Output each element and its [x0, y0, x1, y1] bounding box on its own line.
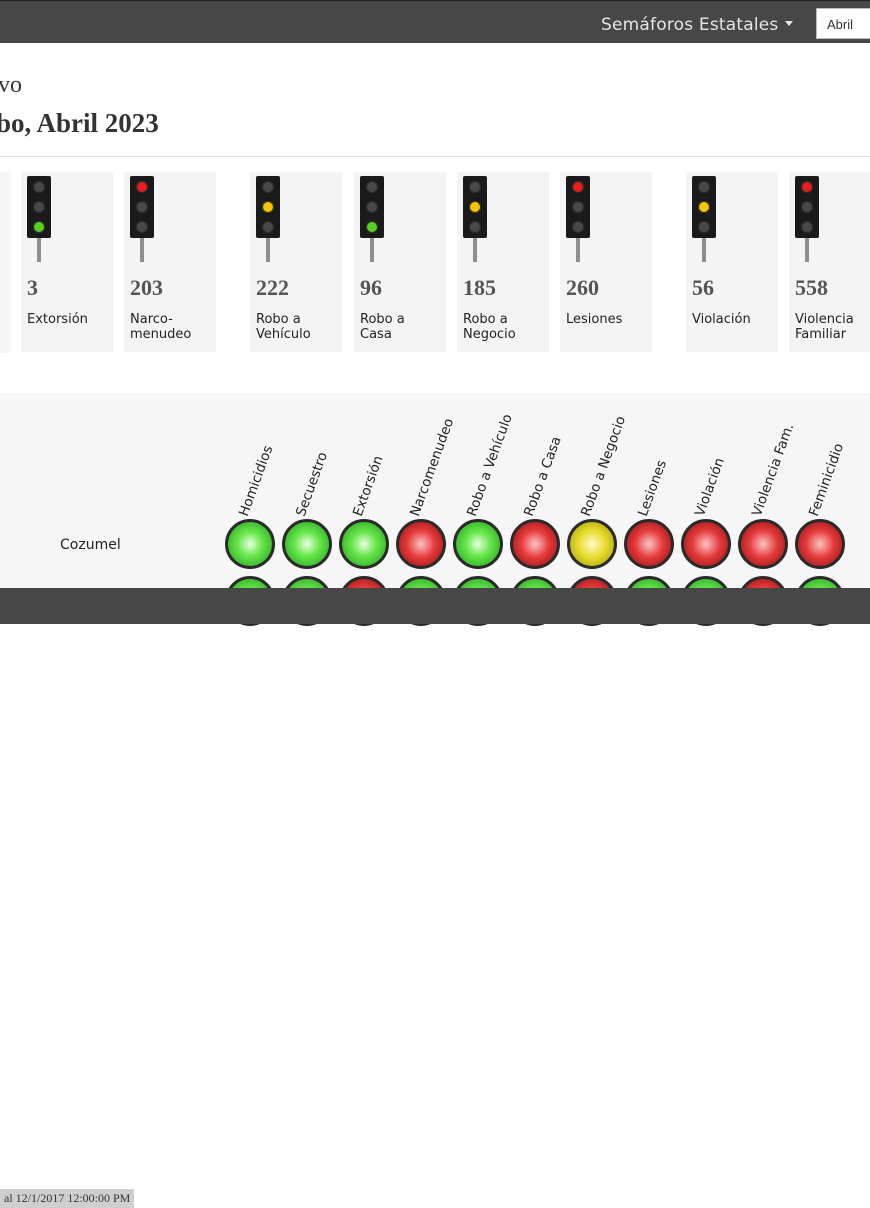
lamp [469, 201, 481, 213]
lamp [801, 221, 813, 233]
update-date-note: al 12/1/2017 12:00:00 PM [0, 1189, 135, 1208]
page-subtitle: bo, Abril 2023 [0, 108, 159, 138]
crime-count: 222 [256, 275, 289, 300]
crime-card: 3 Extorsión [21, 172, 113, 352]
crime-card: 222 Robo a Vehículo [250, 172, 342, 352]
crime-count: 96 [360, 275, 382, 300]
traffic-light-icon [566, 176, 590, 238]
lamp [33, 181, 45, 193]
status-light-red [396, 519, 446, 569]
lamp [572, 221, 584, 233]
lamp [262, 201, 274, 213]
traffic-light-pole [702, 238, 706, 262]
crime-card: 558 Violencia Familiar [789, 172, 870, 352]
traffic-light-pole [266, 238, 270, 262]
crime-label: Robo a Vehículo [256, 312, 311, 342]
footer-bar: al 12/1/2017 12:00:00 PM [0, 588, 870, 1208]
lamp [33, 221, 45, 233]
semaforos-estatales-menu[interactable]: Semáforos Estatales [601, 15, 793, 35]
traffic-light-pole [473, 238, 477, 262]
crime-label: Violencia Familiar [795, 312, 854, 342]
status-light-red [738, 519, 788, 569]
status-light-red [624, 519, 674, 569]
crime-count: 185 [463, 275, 496, 300]
status-light-red [510, 519, 560, 569]
lamp [801, 181, 813, 193]
traffic-light-icon [130, 176, 154, 238]
crime-count: 558 [795, 275, 828, 300]
traffic-light-pole [805, 238, 809, 262]
row-label: Cozumel [60, 537, 121, 553]
status-light-green [339, 519, 389, 569]
month-select[interactable]: Abril [816, 8, 870, 39]
lamp [469, 181, 481, 193]
crime-card-partial [0, 172, 11, 353]
top-navbar: Semáforos Estatales Abril [0, 0, 870, 43]
lamp [262, 181, 274, 193]
status-light-green [225, 519, 275, 569]
crime-count: 260 [566, 275, 599, 300]
traffic-light-pole [576, 238, 580, 262]
status-light-green [282, 519, 332, 569]
lamp [136, 201, 148, 213]
lamp [801, 201, 813, 213]
lamp [469, 221, 481, 233]
traffic-light-icon [360, 176, 384, 238]
crime-label: Narco- menudeo [130, 312, 192, 342]
traffic-light-icon [795, 176, 819, 238]
lamp [572, 181, 584, 193]
crime-label: Violación [692, 312, 751, 327]
crime-count: 3 [27, 275, 38, 300]
lamp [366, 221, 378, 233]
status-light-red [681, 519, 731, 569]
lamp [366, 201, 378, 213]
lamp [698, 181, 710, 193]
status-light-red [795, 519, 845, 569]
crime-card: 260 Lesiones [560, 172, 652, 352]
traffic-light-icon [692, 176, 716, 238]
crime-label: Robo a Casa [360, 312, 405, 342]
lamp [33, 201, 45, 213]
crime-card: 185 Robo a Negocio [457, 172, 549, 352]
lamp [136, 181, 148, 193]
menu-label: Semáforos Estatales [601, 15, 779, 35]
crime-card: 96 Robo a Casa [354, 172, 446, 352]
caret-down-icon [784, 20, 793, 26]
crime-count: 56 [692, 275, 714, 300]
traffic-light-pole [140, 238, 144, 262]
crime-count: 203 [130, 275, 163, 300]
lamp [572, 201, 584, 213]
traffic-light-icon [463, 176, 487, 238]
lamp [136, 221, 148, 233]
crime-label: Extorsión [27, 312, 88, 327]
lamp [698, 201, 710, 213]
divider [0, 156, 870, 157]
crime-card: 203 Narco- menudeo [124, 172, 216, 352]
page-title: vo [0, 72, 22, 98]
traffic-light-pole [370, 238, 374, 262]
status-light-yellow [567, 519, 617, 569]
traffic-light-icon [256, 176, 280, 238]
lamp [366, 181, 378, 193]
crime-card: 56 Violación [686, 172, 778, 352]
lamp [698, 221, 710, 233]
traffic-light-icon [27, 176, 51, 238]
traffic-light-pole [37, 238, 41, 262]
crime-label: Lesiones [566, 312, 623, 327]
status-light-green [453, 519, 503, 569]
crime-label: Robo a Negocio [463, 312, 516, 342]
lamp [262, 221, 274, 233]
